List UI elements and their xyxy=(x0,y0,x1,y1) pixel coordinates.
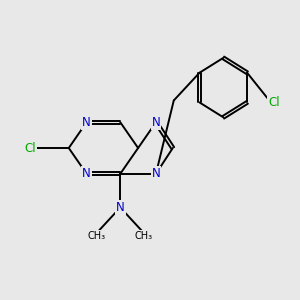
Text: Cl: Cl xyxy=(268,96,280,109)
Text: N: N xyxy=(152,116,160,129)
Text: Cl: Cl xyxy=(24,142,36,154)
Text: N: N xyxy=(82,116,91,129)
Text: CH₃: CH₃ xyxy=(135,231,153,241)
Text: N: N xyxy=(152,167,160,180)
Text: N: N xyxy=(116,201,125,214)
Text: N: N xyxy=(82,167,91,180)
Text: CH₃: CH₃ xyxy=(87,231,106,241)
